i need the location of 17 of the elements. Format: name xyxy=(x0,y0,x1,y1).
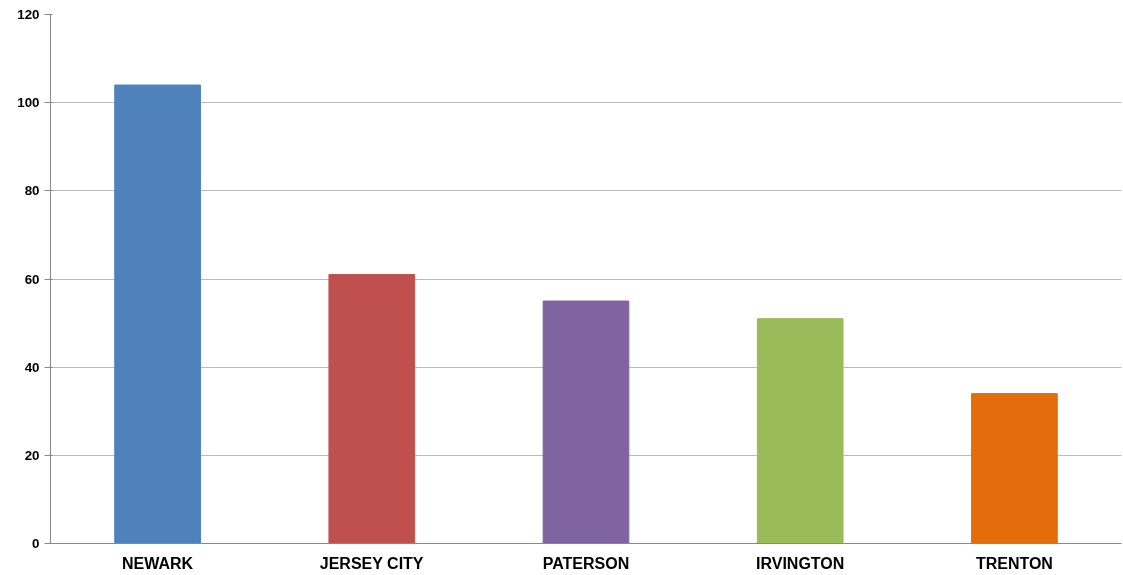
x-tick-label: IRVINGTON xyxy=(756,554,845,572)
y-tick-label: 100 xyxy=(17,95,40,111)
bar xyxy=(756,318,844,544)
x-tick-label: TRENTON xyxy=(975,554,1053,572)
x-tick-label: NEWARK xyxy=(122,554,194,572)
bar xyxy=(542,300,630,544)
bar xyxy=(971,393,1058,544)
y-tick-label: 60 xyxy=(24,271,40,287)
x-tick-label: PATERSON xyxy=(542,554,630,572)
y-tick-label: 40 xyxy=(24,359,40,375)
y-tick-label: 120 xyxy=(17,7,40,22)
y-tick-label: 0 xyxy=(32,536,40,551)
x-tick-label: JERSEY CITY xyxy=(319,554,424,572)
bar xyxy=(114,84,201,544)
bar xyxy=(328,274,416,544)
y-tick-label: 80 xyxy=(24,183,40,199)
y-tick-label: 20 xyxy=(24,447,40,463)
